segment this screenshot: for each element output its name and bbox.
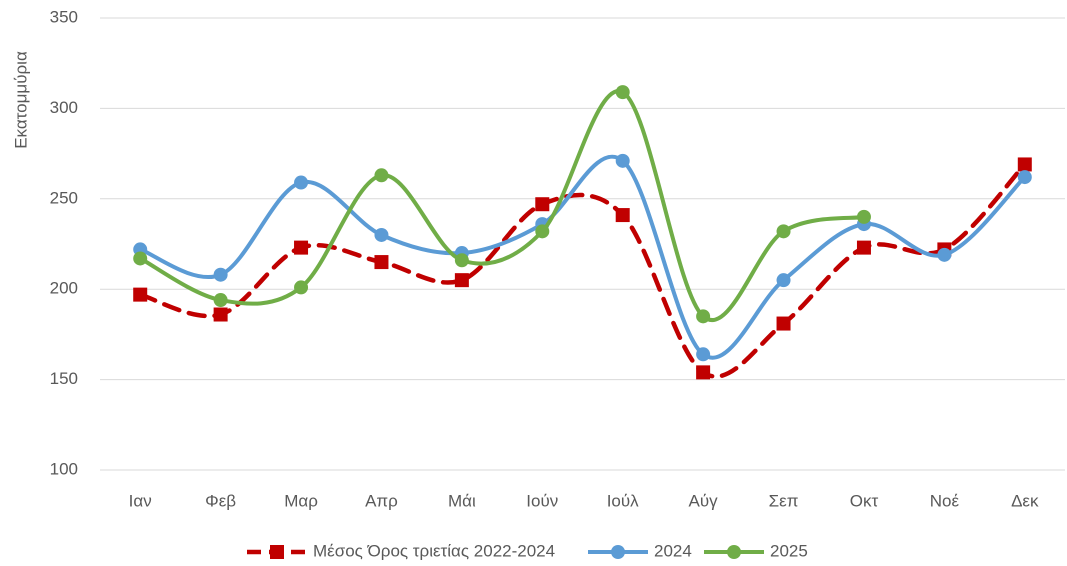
legend-label: 2025	[770, 541, 808, 560]
legend-marker	[270, 545, 284, 559]
data-point	[615, 208, 630, 223]
y-tick-label: 150	[50, 369, 78, 388]
data-point	[294, 280, 309, 295]
legend-marker	[611, 545, 625, 559]
data-point	[454, 253, 469, 268]
data-point	[1017, 157, 1032, 172]
x-tick-label: Φεβ	[205, 491, 236, 510]
legend-label: 2024	[654, 541, 692, 560]
y-tick-label: 350	[50, 7, 78, 26]
data-point	[294, 240, 309, 255]
data-point	[856, 240, 871, 255]
data-point	[213, 307, 228, 322]
y-tick-label: 200	[50, 279, 78, 298]
data-point	[535, 197, 550, 212]
x-tick-label: Ιούλ	[607, 491, 639, 510]
data-point	[856, 209, 871, 224]
data-point	[374, 255, 389, 270]
y-tick-label: 250	[50, 188, 78, 207]
data-point	[213, 293, 228, 308]
data-point	[615, 153, 630, 168]
series-line	[138, 154, 1027, 360]
x-tick-label: Αύγ	[689, 491, 719, 510]
legend-label: Μέσος Όρος τριετίας 2022-2024	[313, 541, 555, 560]
x-tick-label: Δεκ	[1011, 491, 1039, 510]
x-tick-label: Μάι	[448, 491, 476, 510]
data-point	[133, 287, 148, 302]
data-point	[1017, 170, 1032, 185]
x-tick-label: Μαρ	[284, 491, 318, 510]
data-point	[133, 251, 148, 266]
data-point	[374, 227, 389, 242]
series-line	[137, 162, 1028, 379]
data-point	[776, 273, 791, 288]
data-point	[615, 85, 630, 100]
x-tick-label: Οκτ	[850, 491, 879, 510]
x-tick-label: Νοέ	[930, 491, 960, 510]
y-tick-label: 300	[50, 98, 78, 117]
data-point	[776, 316, 791, 331]
data-point	[454, 273, 469, 288]
data-point	[937, 247, 952, 262]
x-tick-label: Ιαν	[129, 491, 152, 510]
data-point	[776, 224, 791, 239]
data-point	[696, 347, 711, 362]
data-point	[696, 309, 711, 324]
data-point	[696, 365, 711, 380]
y-tick-label: 100	[50, 459, 78, 478]
data-point	[374, 168, 389, 183]
x-tick-label: Σεπ	[769, 491, 799, 510]
data-point	[294, 175, 309, 190]
data-point	[213, 267, 228, 282]
data-point	[535, 224, 550, 239]
x-tick-label: Απρ	[365, 491, 398, 510]
y-axis-label: Εκατομμύρια	[11, 51, 30, 149]
legend-marker	[727, 545, 741, 559]
series-line	[138, 89, 866, 322]
x-tick-label: Ιούν	[526, 491, 558, 510]
